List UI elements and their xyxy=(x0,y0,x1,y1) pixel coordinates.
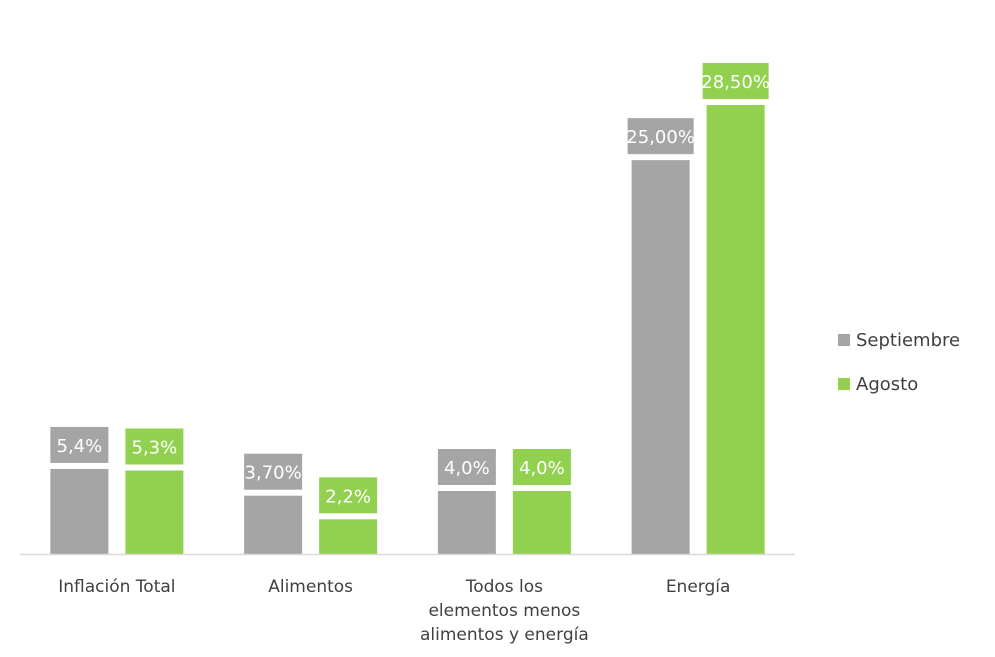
category-label-0-0: Inflación Total xyxy=(58,577,175,597)
bar-agosto-0 xyxy=(125,471,183,554)
data-label-septiembre-3: 25,00% xyxy=(626,127,695,148)
bar-agosto-3 xyxy=(707,105,765,554)
bar-agosto-1 xyxy=(319,519,377,554)
category-label-2-0: Todos los xyxy=(465,577,543,597)
legend-label-septiembre: Septiembre xyxy=(856,330,960,351)
data-label-agosto-3: 28,50% xyxy=(701,72,770,93)
legend-swatch-agosto xyxy=(838,378,850,390)
legend-item-septiembre: Septiembre xyxy=(838,328,960,352)
data-label-septiembre-2: 4,0% xyxy=(444,458,490,479)
bar-septiembre-2 xyxy=(438,491,496,554)
data-label-agosto-0: 5,3% xyxy=(132,438,178,459)
category-label-2-2: alimentos y energía xyxy=(420,625,589,645)
bar-septiembre-3 xyxy=(632,160,690,554)
bar-septiembre-0 xyxy=(50,469,108,554)
data-label-agosto-1: 2,2% xyxy=(325,486,371,507)
chart-legend: Septiembre Agosto xyxy=(838,328,960,416)
legend-label-agosto: Agosto xyxy=(856,374,918,395)
data-label-septiembre-1: 3,70% xyxy=(245,463,302,484)
bar-septiembre-1 xyxy=(244,496,302,554)
legend-swatch-septiembre xyxy=(838,334,850,346)
category-label-3-0: Energía xyxy=(666,577,731,597)
bar-agosto-2 xyxy=(513,491,571,554)
category-label-2-1: elementos menos xyxy=(428,601,580,621)
category-label-1-0: Alimentos xyxy=(268,577,353,597)
data-label-agosto-2: 4,0% xyxy=(519,458,565,479)
legend-item-agosto: Agosto xyxy=(838,372,960,396)
data-label-septiembre-0: 5,4% xyxy=(57,436,103,457)
